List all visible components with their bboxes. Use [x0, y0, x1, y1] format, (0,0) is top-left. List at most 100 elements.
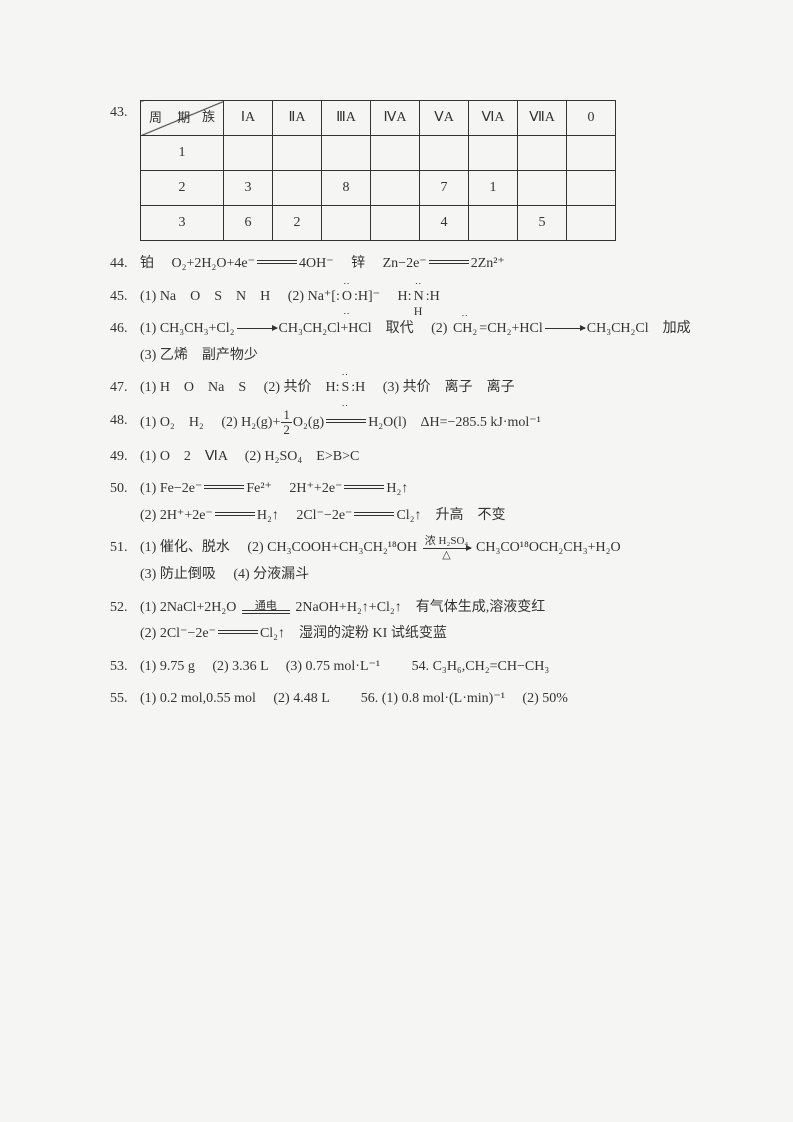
- q49-p1: (1) O 2 ⅥA: [140, 449, 227, 464]
- question-50: 50. (1) Fe−2e⁻ Fe²⁺ 2H⁺+2e⁻ H₂↑ (2) 2H⁺+2e…: [110, 476, 723, 529]
- arrow-right-icon: [237, 328, 277, 329]
- q52-p1a: (1) 2NaCl+2H₂O: [140, 600, 236, 615]
- col-0: 0: [567, 101, 616, 136]
- col-VIA: ⅥA: [469, 101, 518, 136]
- double-line-icon: [215, 515, 255, 516]
- qnum-43: 43.: [110, 100, 140, 127]
- col-IIA: ⅡA: [273, 101, 322, 136]
- double-line-icon: [326, 422, 366, 423]
- periodic-table: 族 周 期 ⅠA ⅡA ⅢA ⅣA ⅤA ⅥA ⅦA 0 1: [140, 100, 616, 241]
- double-line-icon: [218, 633, 258, 634]
- q47-content: (1) H O Na S (2) 共价 H:‥S‥:H (3) 共价 离子 离子: [140, 375, 723, 402]
- question-44: 44. 铂 O₂+2H₂O+4e⁻4OH⁻ 锌 Zn−2e⁻2Zn²⁺: [110, 251, 723, 278]
- q50-p2c: 2Cl⁻−2e⁻: [296, 508, 352, 523]
- qnum-45: 45.: [110, 284, 140, 311]
- q50-p1a: (1) Fe−2e⁻: [140, 481, 202, 496]
- q51-p1: (1) 催化、脱水: [140, 540, 230, 555]
- col-IIIA: ⅢA: [322, 101, 371, 136]
- question-51: 51. (1) 催化、脱水 (2) CH₃COOH+CH₃CH₂¹⁸OH 浓 H…: [110, 535, 723, 588]
- q45-content: (1) Na O S N H (2) Na⁺[:‥O‥:H]⁻ H:‥NH:H: [140, 284, 723, 311]
- q49-p2: (2) H₂SO₄ E>B>C: [245, 449, 360, 464]
- q45-p3a: H: [398, 289, 408, 304]
- q46-p2c: CH₃CH₂Cl 加成: [587, 321, 691, 336]
- double-line-icon: [429, 263, 469, 264]
- q52-p2b: Cl₂↑ 湿润的淀粉 KI 试纸变蓝: [260, 626, 447, 641]
- q50-p2d: Cl₂↑ 升高 不变: [396, 508, 505, 523]
- question-47: 47. (1) H O Na S (2) 共价 H:‥S‥:H (3) 共价 离…: [110, 375, 723, 402]
- qnum-48: 48.: [110, 408, 140, 435]
- q44-eq1-rhs: 4OH⁻: [299, 256, 334, 271]
- double-line-icon: [257, 263, 297, 264]
- q50-p2a: (2) 2H⁺+2e⁻: [140, 508, 213, 523]
- q47-p2b: H: [355, 380, 365, 395]
- qnum-52: 52.: [110, 595, 140, 622]
- q48-p2c: H₂O(l) ΔH=−285.5 kJ·mol⁻¹: [368, 415, 541, 430]
- qnum-47: 47.: [110, 375, 140, 402]
- q47-p1: (1) H O Na S: [140, 380, 246, 395]
- question-45: 45. (1) Na O S N H (2) Na⁺[:‥O‥:H]⁻ H:‥N…: [110, 284, 723, 311]
- qnum-55: 55.: [110, 686, 140, 713]
- qnum-46: 46.: [110, 316, 140, 343]
- q53-p3: (3) 0.75 mol·L⁻¹: [286, 659, 380, 674]
- q50-p1b: Fe²⁺: [246, 481, 272, 496]
- lewis-N: ‥NH: [412, 284, 426, 311]
- q53-p2: (2) 3.36 L: [212, 659, 268, 674]
- table-row: 2 3 8 7 1: [141, 171, 616, 206]
- q50-content: (1) Fe−2e⁻Fe²⁺ 2H⁺+2e⁻H₂↑ (2) 2H⁺+2e⁻H₂↑…: [140, 476, 723, 529]
- q56-p2: (2) 50%: [522, 691, 568, 706]
- table-row: 3 6 2 4 5: [141, 206, 616, 241]
- double-line-icon: [354, 515, 394, 516]
- electrolysis-arrow: 通电: [242, 601, 290, 614]
- col-IVA: ⅣA: [371, 101, 420, 136]
- question-49: 49. (1) O 2 ⅥA (2) H₂SO₄ E>B>C: [110, 444, 723, 471]
- lewis-CH2: ‥CH₂: [451, 316, 479, 343]
- q53-p1: (1) 9.75 g: [140, 659, 195, 674]
- qnum-56: 56.: [361, 691, 379, 706]
- q55-p2: (2) 4.48 L: [273, 691, 329, 706]
- q46-p2b: =CH₂+HCl: [479, 321, 542, 336]
- q44-a: 铂: [140, 256, 154, 271]
- q51-p3: (3) 防止倒吸: [140, 567, 216, 582]
- q44-eq1-lhs: O₂+2H₂O+4e⁻: [172, 256, 256, 271]
- q48-content: (1) O₂ H₂ (2) H₂(g)+12O₂(g)H₂O(l) ΔH=−28…: [140, 408, 723, 438]
- q51-content: (1) 催化、脱水 (2) CH₃COOH+CH₃CH₂¹⁸OH 浓 H₂SO₄…: [140, 535, 723, 588]
- col-VIIA: ⅦA: [518, 101, 567, 136]
- q50-p1c: 2H⁺+2e⁻: [289, 481, 342, 496]
- question-55-56: 55. (1) 0.2 mol,0.55 mol (2) 4.48 L 56. …: [110, 686, 723, 713]
- fraction-half: 12: [281, 408, 292, 438]
- q53-content: (1) 9.75 g (2) 3.36 L (3) 0.75 mol·L⁻¹ 5…: [140, 654, 723, 681]
- q54-text: C₃H₆,CH₂=CH−CH₃: [433, 659, 550, 674]
- q51-p2a: (2) CH₃COOH+CH₃CH₂¹⁸OH: [247, 540, 417, 555]
- q46-p2a: (2): [431, 321, 447, 336]
- q55-content: (1) 0.2 mol,0.55 mol (2) 4.48 L 56. (1) …: [140, 686, 723, 713]
- q44-eq2-rhs: 2Zn²⁺: [471, 256, 505, 271]
- q50-p2b: H₂↑: [257, 508, 279, 523]
- q44-content: 铂 O₂+2H₂O+4e⁻4OH⁻ 锌 Zn−2e⁻2Zn²⁺: [140, 251, 723, 278]
- answer-page: 43. 族 周 期 ⅠA ⅡA ⅢA ⅣA ⅤA ⅥA ⅦA 0: [0, 0, 793, 713]
- question-48: 48. (1) O₂ H₂ (2) H₂(g)+12O₂(g)H₂O(l) ΔH…: [110, 408, 723, 438]
- qnum-51: 51.: [110, 535, 140, 562]
- question-43: 43. 族 周 期 ⅠA ⅡA ⅢA ⅣA ⅤA ⅥA ⅦA 0: [110, 100, 723, 245]
- diag-top: 族: [202, 105, 215, 130]
- qnum-49: 49.: [110, 444, 140, 471]
- q45-p3b: H: [430, 289, 440, 304]
- double-line-icon: [204, 488, 244, 489]
- q52-content: (1) 2NaCl+2H₂O 通电 2NaOH+H₂↑+Cl₂↑ 有气体生成,溶…: [140, 595, 723, 648]
- qnum-53: 53.: [110, 654, 140, 681]
- q52-p1b: 2NaOH+H₂↑+Cl₂↑ 有气体生成,溶液变红: [295, 600, 545, 615]
- q45-p2a: (2) Na⁺[: [288, 289, 336, 304]
- q55-p1: (1) 0.2 mol,0.55 mol: [140, 691, 256, 706]
- qnum-44: 44.: [110, 251, 140, 278]
- qnum-54: 54.: [412, 659, 430, 674]
- q46-content: (1) CH₃CH₃+Cl₂CH₃CH₂Cl+HCl 取代 (2) ‥CH₂=C…: [140, 316, 723, 369]
- question-52: 52. (1) 2NaCl+2H₂O 通电 2NaOH+H₂↑+Cl₂↑ 有气体…: [110, 595, 723, 648]
- q45-p2b: H]⁻: [358, 289, 380, 304]
- q48-p1: (1) O₂ H₂: [140, 415, 204, 430]
- question-46: 46. (1) CH₃CH₃+Cl₂CH₃CH₂Cl+HCl 取代 (2) ‥C…: [110, 316, 723, 369]
- col-IA: ⅠA: [224, 101, 273, 136]
- qnum-50: 50.: [110, 476, 140, 503]
- q46-p1b: CH₃CH₂Cl+HCl 取代: [279, 321, 414, 336]
- arrow-right-icon: [545, 328, 585, 329]
- q52-p2a: (2) 2Cl⁻−2e⁻: [140, 626, 216, 641]
- question-53-54: 53. (1) 9.75 g (2) 3.36 L (3) 0.75 mol·L…: [110, 654, 723, 681]
